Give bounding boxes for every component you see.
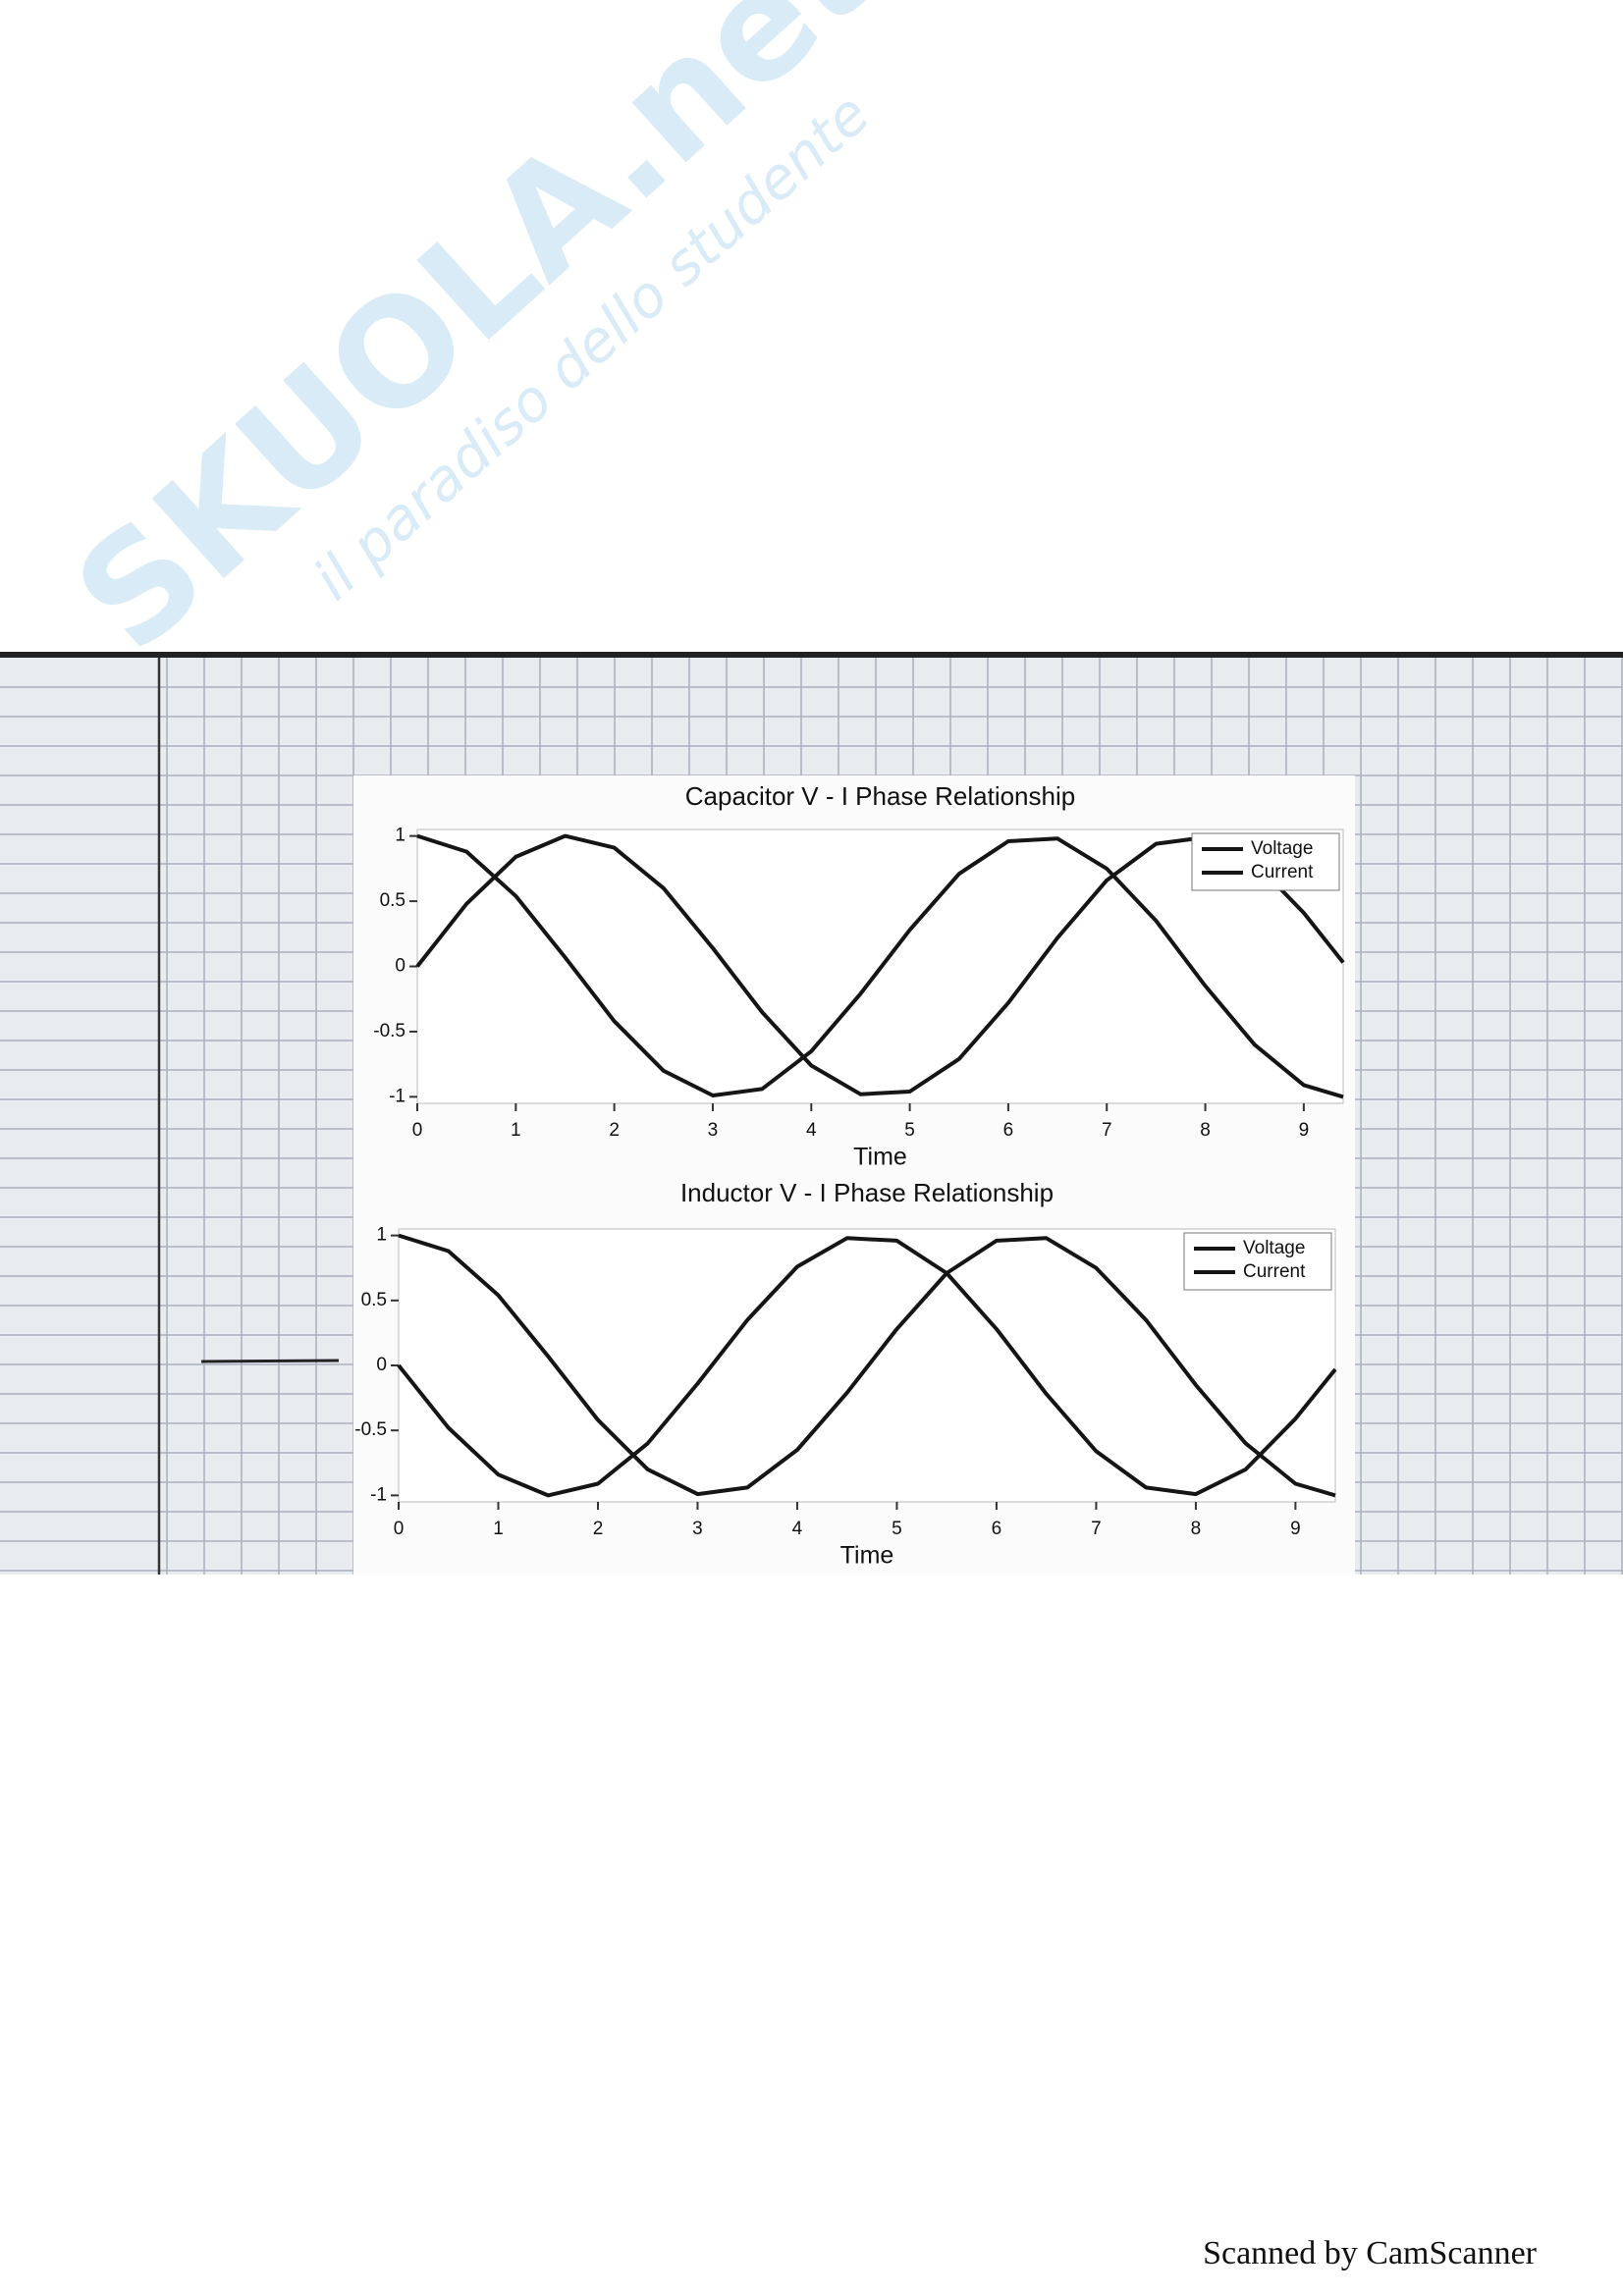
x-axis-label: Time [840, 1542, 894, 1570]
legend-label: Current [1251, 862, 1314, 882]
y-tick-label: -1 [370, 1484, 387, 1505]
y-tick-label: 0 [395, 956, 406, 977]
watermark: SKUOLA.net il paradiso dello studente [44, 0, 904, 684]
x-tick-label: 0 [394, 1519, 405, 1539]
x-tick-label: 9 [1290, 1519, 1301, 1539]
x-tick-label: 6 [1003, 1120, 1014, 1141]
footer: Scanned by CamScanner [1203, 2235, 1538, 2271]
x-tick-label: 7 [1102, 1120, 1112, 1141]
x-tick-label: 8 [1200, 1120, 1211, 1141]
watermark-brand: SKUOLA.net [44, 0, 904, 684]
x-tick-label: 2 [593, 1519, 604, 1539]
y-tick-label: 0 [376, 1355, 387, 1375]
x-tick-label: 3 [708, 1120, 719, 1141]
x-tick-label: 4 [806, 1120, 817, 1141]
x-tick-label: 8 [1191, 1519, 1202, 1539]
series-line [397, 1236, 1337, 1498]
x-tick-label: 1 [511, 1120, 521, 1141]
y-tick-label: -0.5 [354, 1419, 387, 1440]
x-tick-label: 2 [609, 1120, 620, 1141]
x-tick-label: 6 [992, 1519, 1002, 1539]
x-tick-label: 5 [904, 1120, 915, 1141]
chart: Inductor V - I Phase Relationship Time -1 -… [354, 1178, 1337, 1570]
x-tick-label: 1 [493, 1519, 504, 1539]
series-line [398, 1233, 1336, 1498]
x-tick-label: 3 [692, 1519, 703, 1539]
chart-title: Capacitor V - I Phase Relationship [685, 781, 1075, 811]
y-tick-label: -0.5 [373, 1021, 406, 1041]
x-tick-label: 0 [412, 1120, 423, 1141]
y-tick-label: 0.5 [380, 890, 406, 911]
y-tick-label: 1 [395, 826, 406, 846]
legend-box [1183, 1232, 1332, 1291]
legend-box [1191, 832, 1340, 891]
legend-label: Voltage [1251, 838, 1313, 859]
x-tick-label: 5 [892, 1519, 902, 1539]
x-tick-label: 7 [1091, 1519, 1102, 1539]
x-axis-label: Time [853, 1144, 907, 1171]
chart-title: Inductor V - I Phase Relationship [680, 1178, 1054, 1207]
x-tick-label: 9 [1299, 1120, 1310, 1141]
legend-label: Voltage [1243, 1238, 1305, 1258]
series-line [416, 833, 1344, 1099]
chart: Capacitor V - I Phase Relationship Time -1… [373, 781, 1345, 1171]
x-tick-label: 4 [792, 1519, 803, 1539]
y-tick-label: 0.5 [361, 1290, 387, 1310]
legend-label: Current [1243, 1261, 1306, 1282]
y-tick-label: -1 [389, 1086, 406, 1106]
y-tick-label: 1 [376, 1225, 387, 1246]
